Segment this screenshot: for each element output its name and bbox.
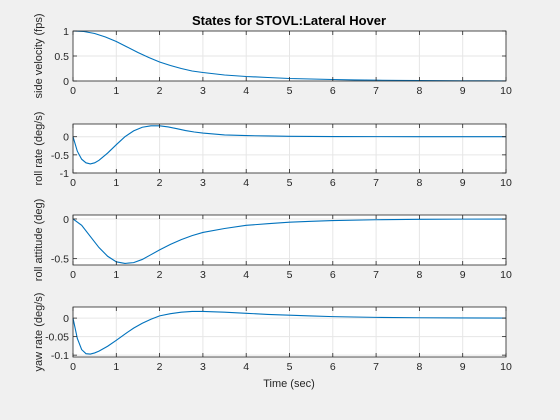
y-tick-label: 0	[63, 76, 69, 88]
x-tick-label: 10	[500, 177, 512, 189]
x-tick-label: 10	[500, 85, 512, 97]
x-tick-label: 2	[157, 269, 163, 281]
subplot-2: 0 1 2 3 4 5 6 7 8 9 10 -1 -0.5 0 roll rate (deg/s)	[33, 112, 512, 189]
y-tick-label: 0	[63, 132, 69, 144]
x-tick-label: 8	[416, 85, 422, 97]
data-line	[72, 30, 507, 82]
subplot-4: 0 1 2 3 4 5 6 7 8 9 10 -0.1 -0.05 0 yaw rate (deg/s)	[33, 293, 512, 373]
x-tick-label: 3	[200, 177, 206, 189]
y-axis-label: side velocity (fps)	[33, 14, 45, 99]
y-tick-label: 0.5	[54, 51, 69, 63]
y-tick-label: -1	[60, 168, 69, 180]
x-tick-label: 0	[70, 269, 76, 281]
x-tick-label: 5	[287, 361, 293, 373]
x-tick-label: 0	[70, 177, 76, 189]
x-axis-label: Time (sec)	[263, 378, 315, 390]
y-tick-label: 1	[63, 26, 69, 38]
x-tick-label: 4	[243, 177, 249, 189]
x-tick-label: 7	[373, 85, 379, 97]
x-tick-label: 1	[113, 85, 119, 97]
x-tick-label: 3	[200, 269, 206, 281]
x-tick-label: 1	[113, 269, 119, 281]
x-tick-label: 8	[416, 177, 422, 189]
x-tick-label: 10	[500, 361, 512, 373]
subplot-1: 0 1 2 3 4 5 6 7 8 9 10 0 0.5 1 side velocity (fps)	[33, 14, 512, 99]
y-tick-label: -0.5	[51, 150, 69, 162]
x-tick-label: 4	[243, 269, 249, 281]
y-axis-label: roll rate (deg/s)	[33, 112, 45, 186]
x-tick-label: 6	[330, 177, 336, 189]
x-tick-label: 2	[157, 85, 163, 97]
y-tick-label: -0.05	[45, 332, 69, 344]
x-tick-label: 9	[460, 361, 466, 373]
data-line	[72, 218, 507, 264]
x-tick-label: 8	[416, 361, 422, 373]
figure-title: States for STOVL:Lateral Hover	[192, 13, 386, 28]
x-tick-label: 0	[70, 361, 76, 373]
x-tick-label: 7	[373, 361, 379, 373]
x-tick-label: 6	[330, 361, 336, 373]
x-tick-label: 3	[200, 361, 206, 373]
x-tick-label: 0	[70, 85, 76, 97]
x-tick-label: 2	[157, 177, 163, 189]
data-line	[72, 125, 506, 165]
data-line	[72, 310, 507, 355]
x-tick-label: 1	[113, 361, 119, 373]
y-tick-label: 0	[63, 313, 69, 325]
y-tick-label: -0.5	[51, 254, 69, 266]
x-tick-label: 5	[287, 269, 293, 281]
y-tick-label: 0	[63, 214, 69, 226]
x-tick-label: 9	[460, 177, 466, 189]
x-tick-label: 3	[200, 85, 206, 97]
x-tick-label: 2	[157, 361, 163, 373]
x-tick-label: 8	[416, 269, 422, 281]
x-tick-label: 9	[460, 269, 466, 281]
y-axis-label: yaw rate (deg/s)	[33, 293, 45, 372]
x-tick-label: 1	[113, 177, 119, 189]
y-tick-label: -0.1	[51, 350, 69, 362]
x-tick-label: 4	[243, 85, 249, 97]
x-tick-label: 5	[287, 85, 293, 97]
x-tick-label: 6	[330, 269, 336, 281]
x-tick-label: 5	[287, 177, 293, 189]
y-axis-label: roll attitude (deg)	[33, 199, 45, 282]
x-tick-label: 10	[500, 269, 512, 281]
x-tick-label: 7	[373, 269, 379, 281]
x-tick-label: 7	[373, 177, 379, 189]
x-tick-label: 9	[460, 85, 466, 97]
x-tick-label: 4	[243, 361, 249, 373]
x-tick-label: 6	[330, 85, 336, 97]
